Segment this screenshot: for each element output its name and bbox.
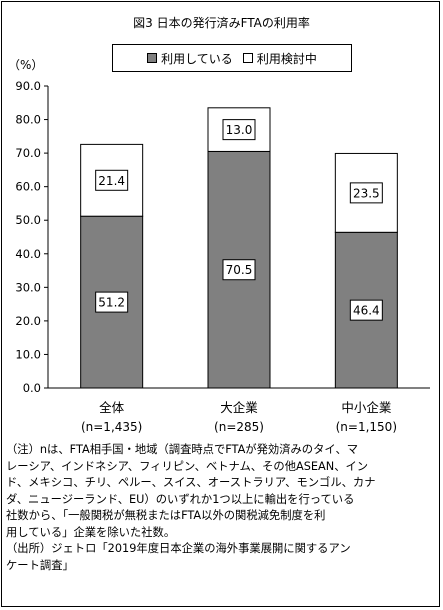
chart-title: 図3 日本の発行済みFTAの利用率 — [133, 16, 310, 30]
y-tick-label: 40.0 — [15, 247, 41, 261]
data-label-box — [95, 169, 129, 191]
y-tick-label: 0.0 — [23, 381, 41, 395]
note-line: 用している」企業を除いた社数。 — [6, 525, 176, 539]
legend-label-considering: 利用検討中 — [256, 51, 317, 66]
data-label: 70.5 — [226, 263, 253, 277]
note-line: レーシア、インドネシア、フィリピン、ベトナム、その他ASEAN、イン — [6, 459, 369, 473]
y-tick-label: 30.0 — [15, 280, 41, 294]
data-label: 23.5 — [353, 186, 380, 200]
legend-item-considering: 利用検討中 — [242, 50, 317, 67]
x-category-count: (n=1,435) — [81, 420, 142, 434]
x-category-count: (n=285) — [214, 420, 264, 434]
y-axis-unit-label: （%） — [8, 58, 44, 72]
x-category-label: 中小企業 — [341, 400, 392, 415]
y-tick-label: 20.0 — [15, 314, 41, 328]
legend-swatch-used — [147, 53, 158, 63]
chart-legend: 利用している 利用検討中 — [112, 44, 352, 72]
chart-notes: （注）nは、FTA相手国・地域（調査時点でFTAが発効済みのタイ、マ レーシア、… — [6, 442, 436, 574]
data-label-box — [349, 299, 383, 321]
data-label-box — [349, 182, 383, 204]
source-line: （出所）ジェトロ「2019年度日本企業の海外事業展開に関するアン — [6, 542, 351, 555]
data-label-box — [222, 259, 256, 281]
note-line: ド、メキシコ、チリ、ペルー、スイス、オーストラリア、モンゴル、カナ — [6, 476, 376, 489]
note-line: ダ、ニュージーランド、EU）のいずれか1つ以上に輸出を行っている — [6, 492, 355, 506]
y-tick-label: 90.0 — [15, 79, 41, 93]
data-label: 21.4 — [98, 174, 125, 188]
stacked-bar-chart: 0.0 10.0 20.0 30.0 40.0 50.0 60.0 70.0 80.0 90.0 5… — [15, 79, 430, 434]
legend-label-used: 利用している — [161, 51, 233, 66]
y-tick-label: 60.0 — [15, 180, 41, 194]
data-label-box — [222, 119, 256, 141]
y-tick-label: 10.0 — [15, 347, 41, 361]
data-label-box — [95, 291, 129, 313]
note-line: 社数から、「一般関税が無税またはFTA以外の関税減免制度を利 — [6, 509, 326, 522]
legend-swatch-considering — [242, 53, 253, 63]
data-label: 13.0 — [226, 123, 253, 137]
data-label: 51.2 — [98, 296, 125, 310]
x-category-label: 全体 — [99, 400, 125, 415]
x-category-count: (n=1,150) — [336, 420, 397, 434]
data-label: 46.4 — [353, 304, 380, 318]
source-line: ケート調査」 — [6, 558, 74, 572]
note-line: （注）nは、FTA相手国・地域（調査時点でFTAが発効済みのタイ、マ — [6, 443, 359, 456]
y-tick-label: 70.0 — [15, 146, 41, 160]
y-tick-label: 50.0 — [15, 213, 41, 227]
legend-item-used: 利用している — [147, 50, 233, 67]
x-category-label: 大企業 — [220, 400, 258, 415]
y-tick-label: 80.0 — [15, 113, 41, 127]
